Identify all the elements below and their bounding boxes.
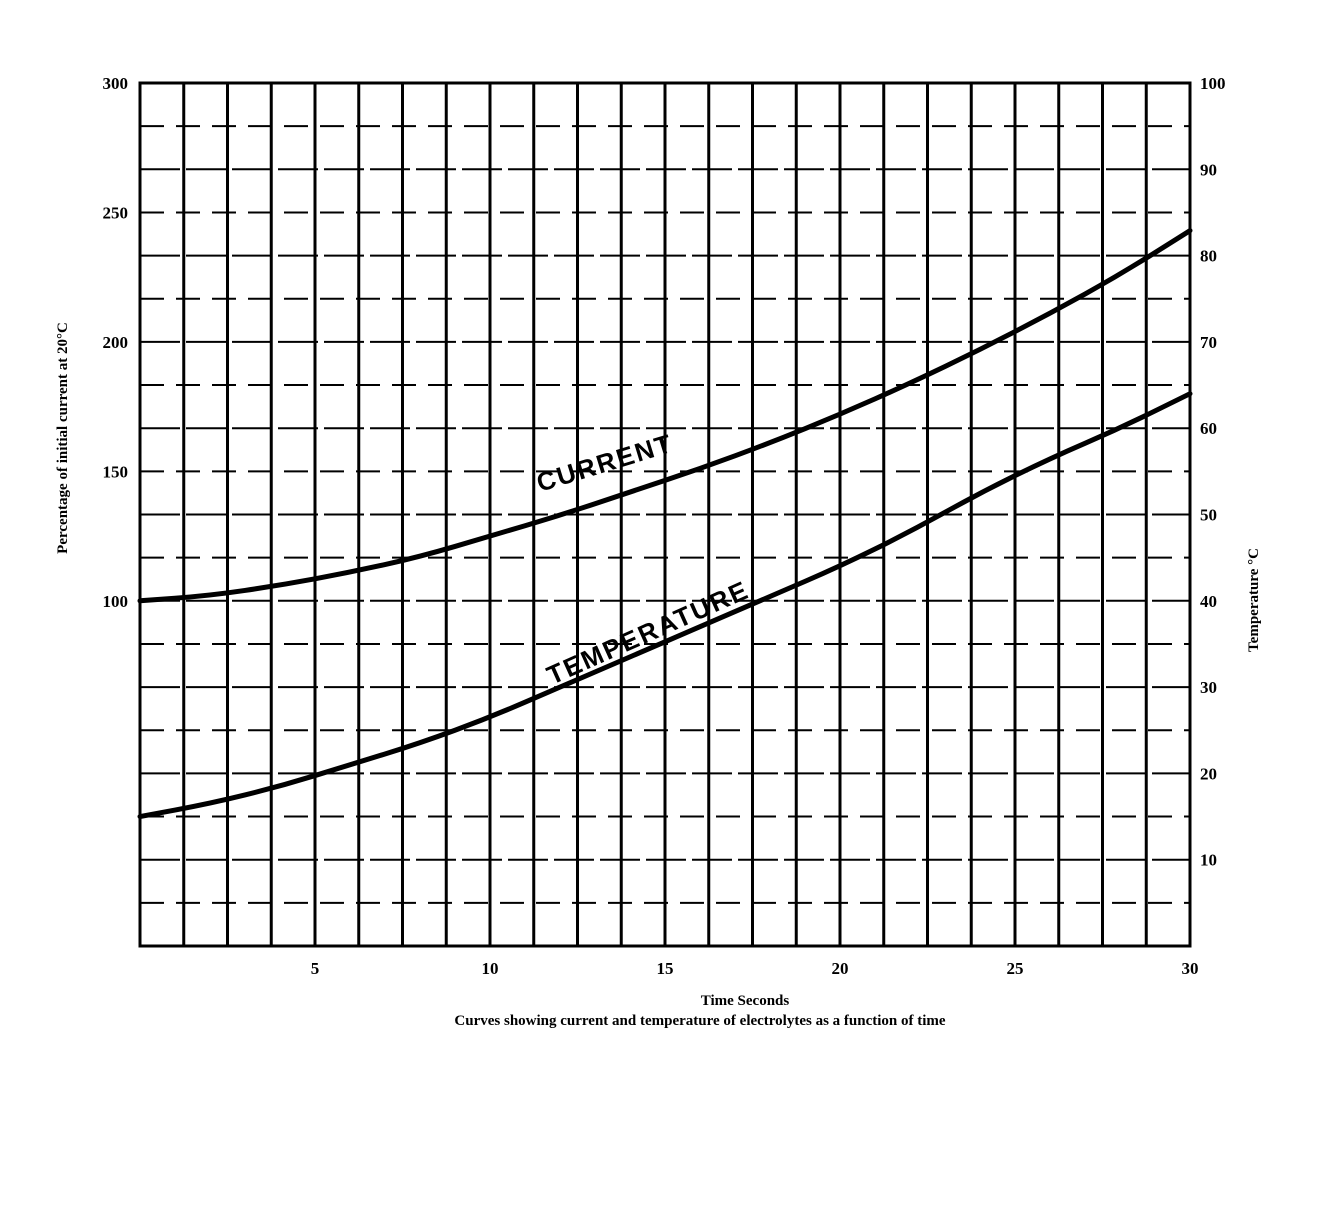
right-y-tick-label: 10: [1200, 851, 1217, 870]
chart-caption: Curves showing current and temperature o…: [454, 1013, 946, 1029]
left-y-tick-label: 250: [103, 203, 129, 222]
left-y-tick-labels: 100 150 200 250 300: [103, 74, 129, 611]
right-y-tick-label: 90: [1200, 160, 1217, 179]
x-axis-title: Time Seconds: [701, 993, 790, 1009]
series-label-temperature: TEMPERATURE: [542, 574, 753, 690]
series-lines: [137, 228, 1193, 820]
right-y-tick-label: 100: [1200, 74, 1226, 93]
right-y-tick-label: 30: [1200, 678, 1217, 697]
x-tick-label: 5: [311, 959, 320, 978]
series-label-current: CURRENT: [533, 428, 677, 498]
x-tick-label: 25: [1007, 959, 1024, 978]
left-y-tick-label: 200: [103, 333, 129, 352]
series-line-current: [137, 228, 1193, 604]
x-tick-label: 10: [482, 959, 499, 978]
right-y-tick-label: 70: [1200, 333, 1217, 352]
left-y-tick-label: 100: [103, 592, 129, 611]
right-y-tick-label: 80: [1200, 247, 1217, 266]
right-y-tick-labels: 10 20 30 40 50 60 70 80 90 100: [1200, 74, 1226, 870]
x-tick-label: 20: [832, 959, 849, 978]
grid: [138, 81, 1192, 948]
x-tick-label: 15: [657, 959, 674, 978]
left-y-tick-label: 300: [103, 74, 129, 93]
x-tick-labels: 5 10 15 20 25 30: [311, 959, 1199, 978]
right-y-tick-label: 50: [1200, 506, 1217, 525]
y-axis-right-title: Temperature °C: [1246, 548, 1262, 652]
right-y-tick-label: 60: [1200, 419, 1217, 438]
right-y-tick-label: 40: [1200, 592, 1217, 611]
x-tick-label: 30: [1182, 959, 1199, 978]
left-y-tick-label: 150: [103, 462, 129, 481]
right-y-tick-label: 20: [1200, 764, 1217, 783]
series-line-temperature: [137, 391, 1193, 820]
y-axis-left-title: Percentage of initial current at 20°C: [55, 322, 71, 554]
